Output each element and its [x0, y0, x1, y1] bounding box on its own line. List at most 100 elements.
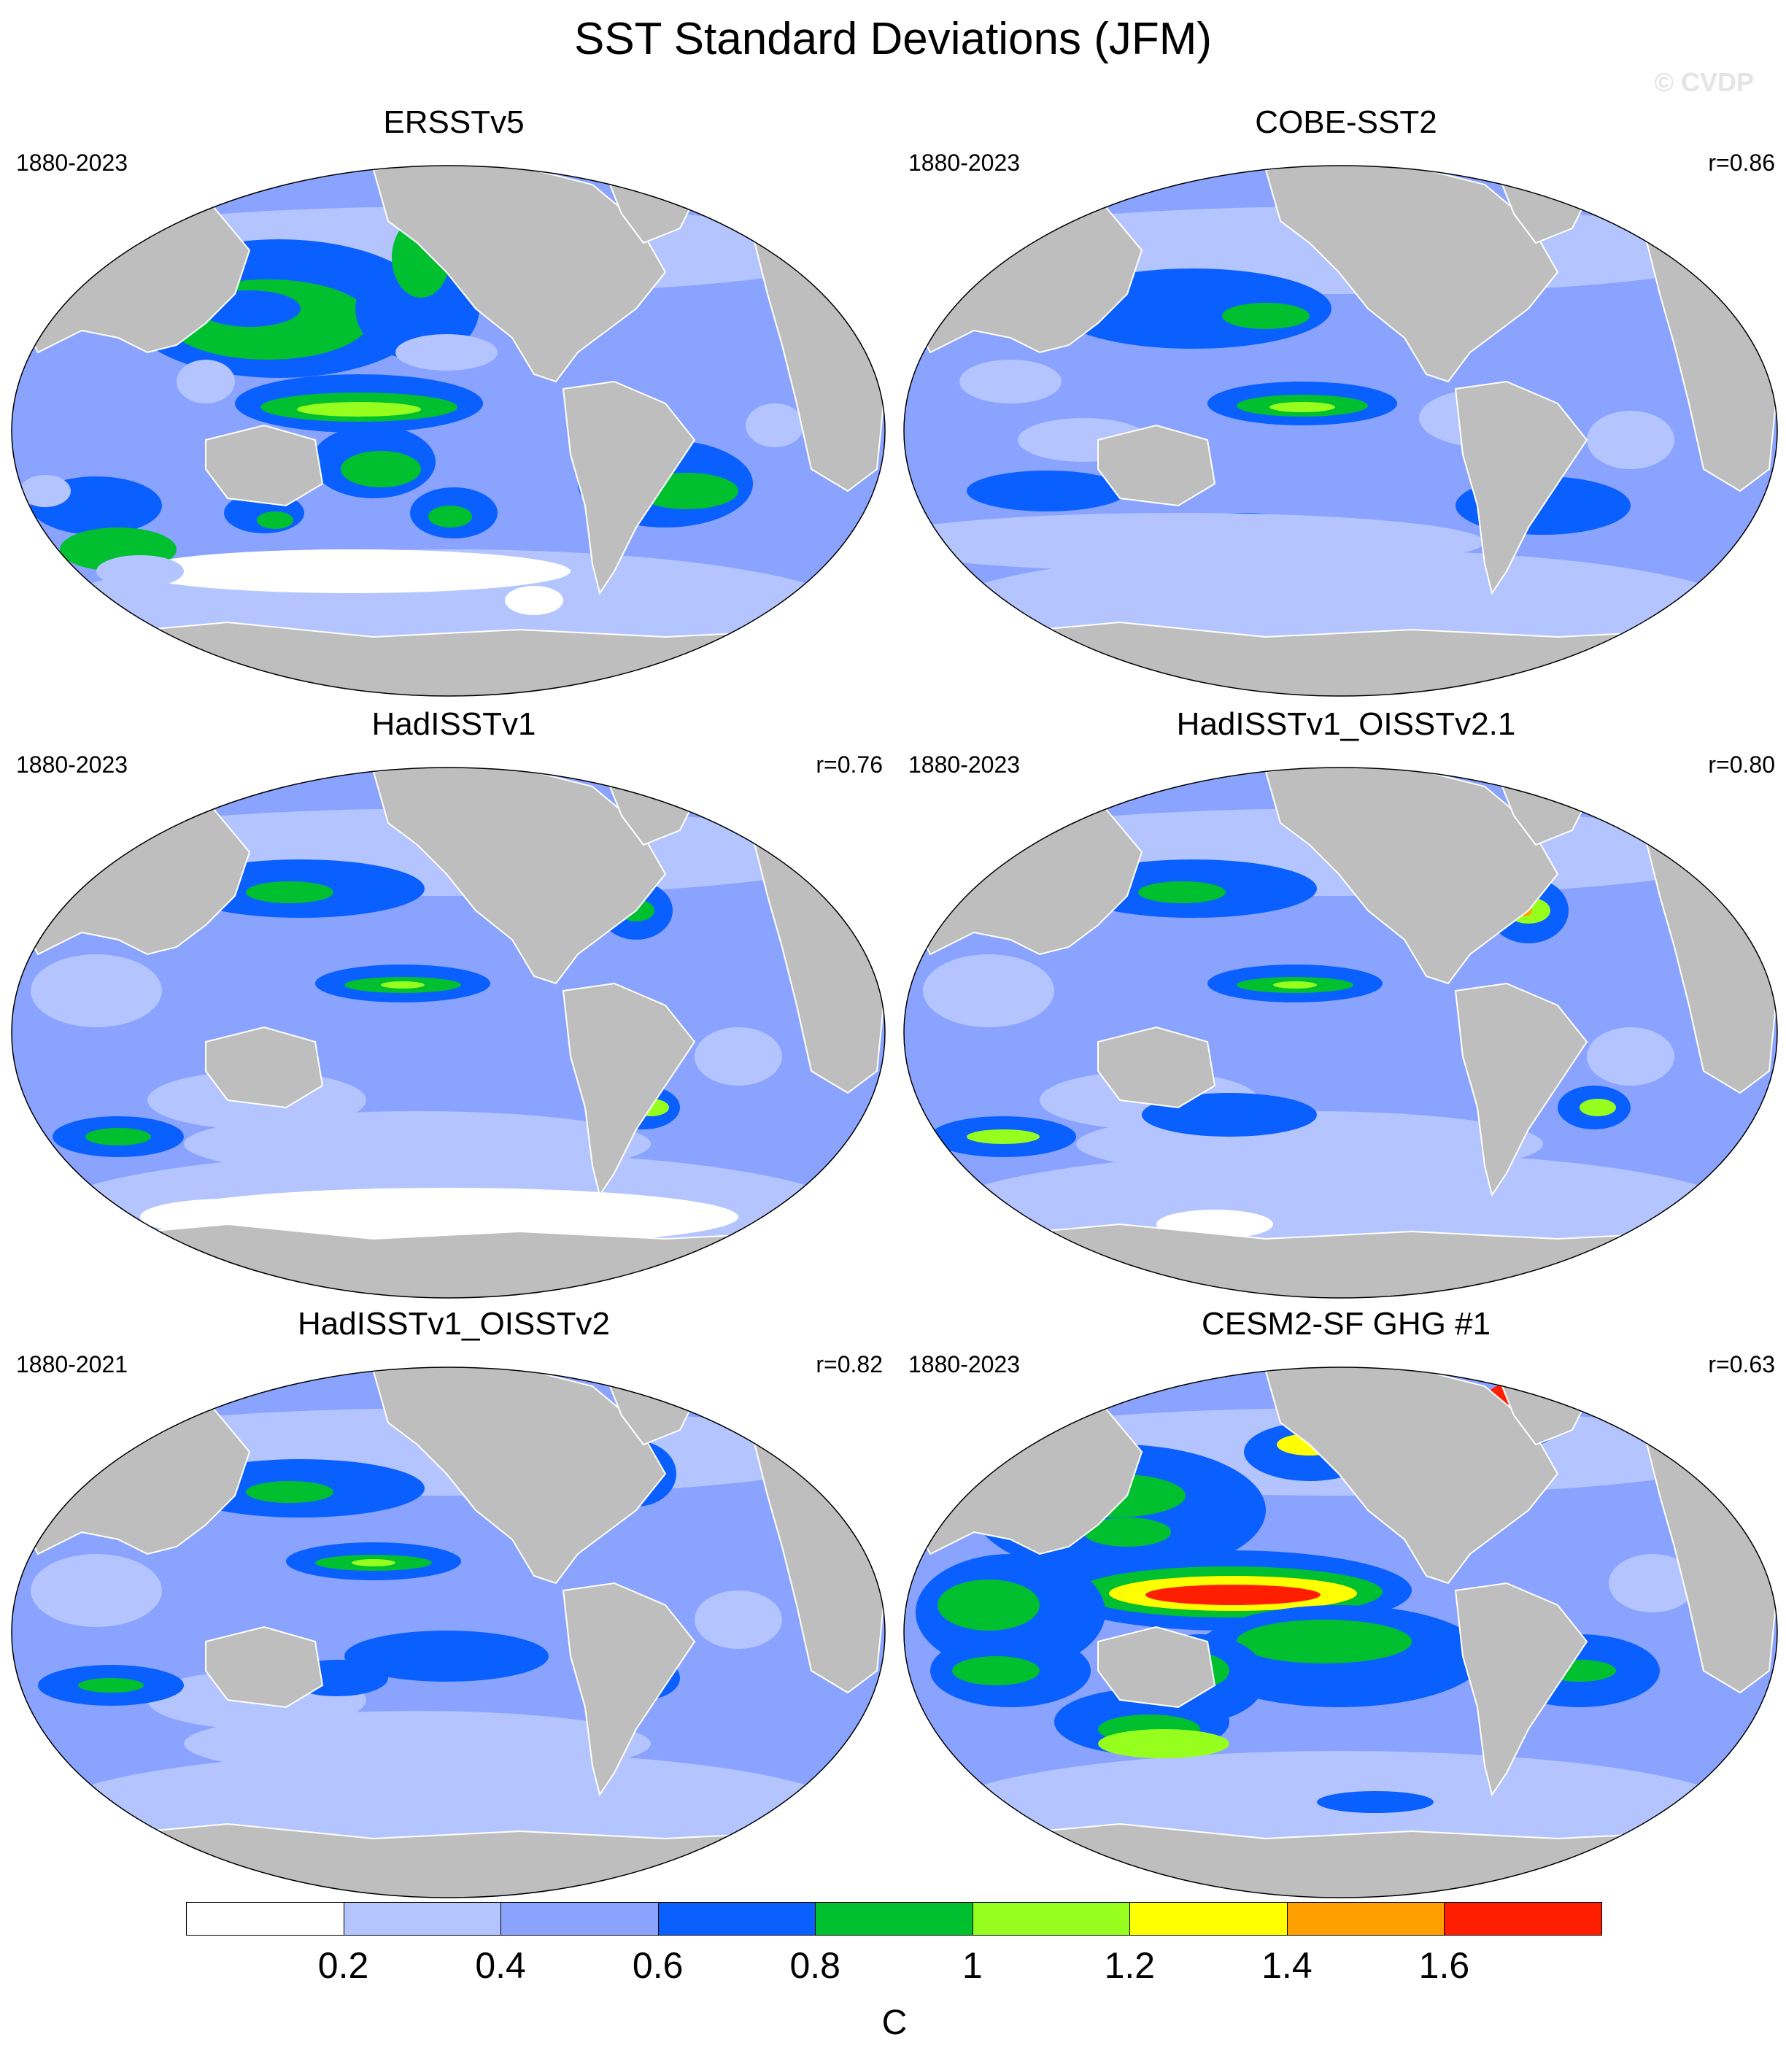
- map-panel: HadISSTv1_OISSTv2 1880-2021 r=0.82: [9, 1306, 899, 1898]
- panel-years: 1880-2023: [908, 150, 1021, 176]
- sst-contour-region: [177, 360, 235, 403]
- sst-contour-region: [1269, 402, 1335, 412]
- sst-contour-region: [695, 1027, 782, 1086]
- sst-contour-region: [967, 1129, 1040, 1144]
- colorbar-unit: C: [881, 2003, 908, 2042]
- panel-years: 1880-2023: [908, 751, 1021, 778]
- world-map: [11, 767, 886, 1299]
- colorbar-tick-label: 0.6: [632, 1945, 684, 1986]
- land-mass: [1264, 165, 1559, 383]
- colorbar-swatch: [500, 1902, 659, 1936]
- panel-title: HadISSTv1_OISSTv2.1: [1176, 706, 1516, 742]
- map-outline: [11, 1366, 886, 1898]
- panel-title: CESM2-SF GHG #1: [1201, 1306, 1491, 1342]
- sst-contour-region: [923, 954, 1054, 1027]
- sst-contour-region: [1222, 303, 1310, 329]
- panel-correlation: r=0.76: [816, 751, 883, 778]
- sst-contour-region: [352, 1559, 395, 1566]
- sst-contour-region: [1580, 1099, 1616, 1116]
- colorbar-tick-label: 0.4: [475, 1945, 526, 1986]
- colorbar-tick-label: 1.6: [1418, 1945, 1470, 1986]
- sst-contour-region: [967, 471, 1127, 511]
- panel-correlation: r=0.63: [1708, 1351, 1775, 1377]
- colorbar-tick-label: 0.2: [317, 1945, 369, 1986]
- panel-years: 1880-2023: [908, 1351, 1021, 1377]
- colorbar: [186, 1902, 1602, 1937]
- sst-contour-region: [96, 555, 184, 587]
- sst-contour-region: [746, 403, 804, 447]
- sst-contour-region: [938, 1580, 1040, 1631]
- sst-contour-region: [246, 1481, 333, 1503]
- land-mass: [1097, 1026, 1216, 1109]
- sst-contour-region: [228, 1795, 665, 1839]
- sst-contour-region: [355, 258, 479, 360]
- panel-years: 1880-2023: [16, 751, 128, 778]
- map-outline: [903, 1366, 1778, 1898]
- sst-contour-region: [85, 1128, 151, 1145]
- land-mass: [372, 1366, 667, 1585]
- map-panel: ERSSTv5 1880-2023: [9, 104, 899, 697]
- land-mass: [372, 165, 667, 383]
- colorbar-swatch: [815, 1902, 973, 1936]
- world-map: [11, 1366, 886, 1898]
- sst-contour-region: [1145, 1585, 1321, 1605]
- colorbar-tick-label: 1.2: [1104, 1945, 1156, 1986]
- map-panel: HadISSTv1 1880-2023 r=0.76: [9, 706, 899, 1299]
- colorbar-swatch: [1129, 1902, 1288, 1936]
- panel-correlation: r=0.82: [816, 1351, 883, 1377]
- panel-years: 1880-2021: [16, 1351, 128, 1377]
- panel-correlation: r=0.86: [1708, 150, 1775, 176]
- land-mass: [562, 982, 696, 1197]
- map-outline: [11, 165, 886, 697]
- sst-contour-region: [505, 586, 563, 615]
- sst-contour-region: [381, 981, 425, 989]
- sst-contour-region: [1273, 981, 1317, 989]
- land-mass: [562, 1582, 696, 1797]
- panel-title: ERSSTv5: [383, 104, 525, 140]
- sst-contour-region: [904, 513, 1485, 571]
- land-mass: [1097, 1625, 1216, 1709]
- sst-contour-region: [140, 1199, 315, 1235]
- colorbar-tick-label: 1.4: [1261, 1945, 1313, 1986]
- colorbar-swatch: [972, 1902, 1131, 1936]
- sst-contour-region: [395, 334, 498, 371]
- sst-contour-region: [1171, 1180, 1580, 1224]
- land-mass: [1097, 424, 1216, 507]
- colorbar-tick-label: 0.8: [789, 1945, 840, 1986]
- sst-contour-region: [78, 1678, 144, 1693]
- sst-contour-region: [257, 511, 293, 529]
- sst-contour-region: [246, 881, 333, 903]
- sst-contour-region: [695, 1590, 782, 1649]
- sst-contour-region: [1587, 411, 1674, 469]
- map-outline: [903, 165, 1778, 697]
- sst-contour-region: [1083, 1518, 1171, 1547]
- sst-contour-region: [1317, 1791, 1434, 1813]
- panel-title: COBE-SST2: [1255, 104, 1437, 140]
- sst-contour-region: [20, 475, 71, 507]
- land-mass: [372, 767, 667, 985]
- land-mass: [1454, 1582, 1588, 1797]
- sst-contour-region: [1138, 881, 1226, 903]
- sst-contour-region: [31, 1554, 162, 1627]
- colorbar-swatch: [1444, 1902, 1602, 1936]
- panel-correlation: r=0.80: [1708, 751, 1775, 778]
- world-map: [903, 1366, 1778, 1898]
- sst-contour-region: [476, 1159, 563, 1188]
- sst-contour-region: [133, 549, 571, 593]
- sst-contour-region: [1587, 1027, 1674, 1086]
- sst-contour-region: [184, 1711, 651, 1777]
- panel-title: HadISSTv1_OISSTv2: [298, 1306, 610, 1342]
- world-map: [903, 767, 1778, 1299]
- panel-years: 1880-2023: [16, 150, 128, 176]
- land-mass: [205, 1026, 324, 1109]
- world-map: [11, 165, 886, 697]
- land-mass: [205, 424, 324, 507]
- map-panel: COBE-SST2 1880-2023 r=0.86: [901, 104, 1786, 697]
- sst-contour-region: [344, 1631, 549, 1682]
- sst-contour-region: [341, 451, 421, 487]
- figure-title: SST Standard Deviations (JFM): [573, 14, 1213, 64]
- sst-contour-region: [959, 360, 1062, 403]
- sst-contour-region: [1609, 1554, 1696, 1612]
- land-mass: [205, 1625, 324, 1709]
- sst-contour-region: [31, 954, 162, 1027]
